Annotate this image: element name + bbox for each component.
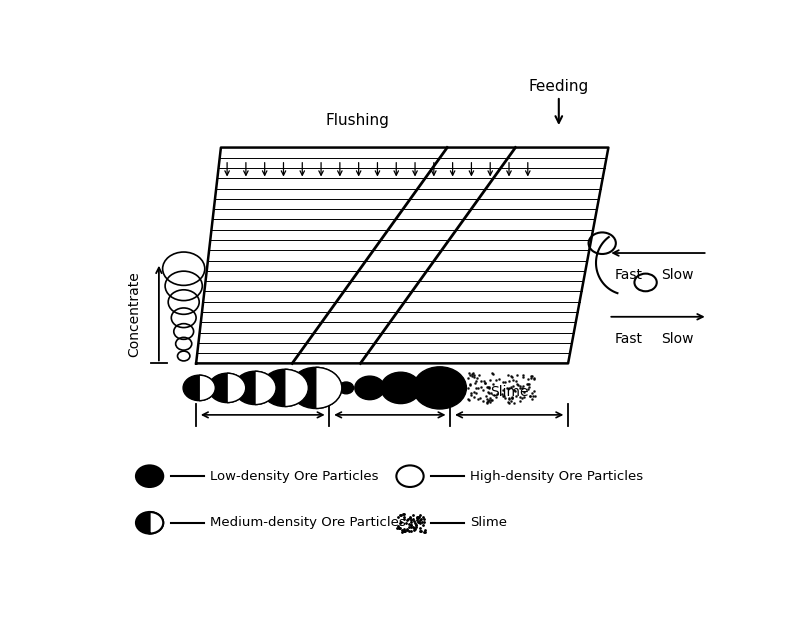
Text: Tailings: Tailings <box>364 385 415 399</box>
Text: Flushing: Flushing <box>326 113 390 128</box>
Text: Slow: Slow <box>661 268 694 282</box>
Circle shape <box>338 382 354 394</box>
Wedge shape <box>199 375 215 401</box>
Text: Slime: Slime <box>490 385 529 399</box>
Text: Concentrate: Concentrate <box>127 271 141 357</box>
Wedge shape <box>285 369 308 406</box>
Circle shape <box>381 372 421 404</box>
Text: Medium-density Ore Particles: Medium-density Ore Particles <box>210 516 406 529</box>
Circle shape <box>183 375 215 401</box>
Circle shape <box>261 369 308 406</box>
Circle shape <box>209 373 246 403</box>
Wedge shape <box>255 371 276 404</box>
Circle shape <box>413 367 466 409</box>
Text: Low-density Ore Particles: Low-density Ore Particles <box>210 469 378 483</box>
Wedge shape <box>227 373 246 403</box>
Circle shape <box>290 368 342 408</box>
Circle shape <box>396 466 424 487</box>
Text: Medium Ore: Medium Ore <box>220 385 305 399</box>
Text: Fast: Fast <box>614 332 642 346</box>
Wedge shape <box>150 512 163 534</box>
Circle shape <box>136 466 163 487</box>
Wedge shape <box>316 368 342 408</box>
Text: Fast: Fast <box>614 268 642 282</box>
Circle shape <box>355 376 385 399</box>
Text: High-density Ore Particles: High-density Ore Particles <box>470 469 643 483</box>
Text: Slime: Slime <box>470 516 507 529</box>
Text: Feeding: Feeding <box>529 78 589 94</box>
Circle shape <box>136 512 163 534</box>
Text: Slow: Slow <box>661 332 694 346</box>
Circle shape <box>234 371 276 404</box>
